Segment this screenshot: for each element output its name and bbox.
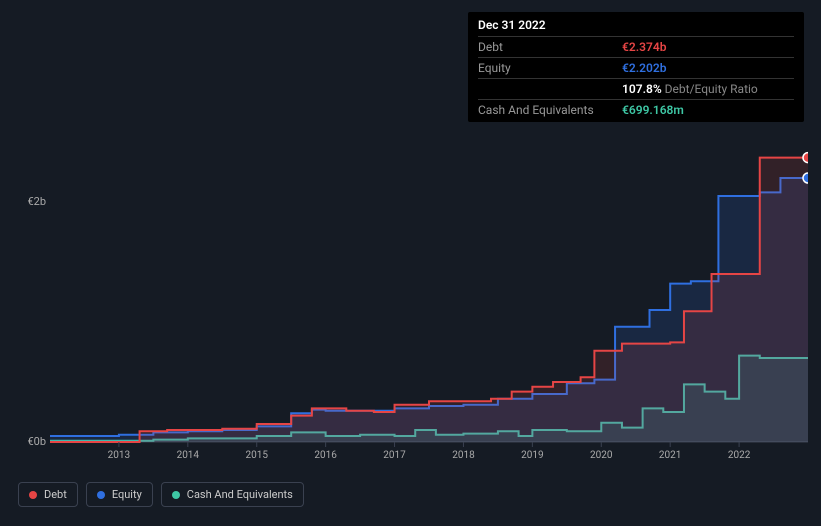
legend-label: Cash And Equivalents xyxy=(187,488,293,501)
tooltip-row-suffix: Debt/Equity Ratio xyxy=(662,82,758,96)
x-axis-label: 2015 xyxy=(245,450,267,461)
chart-area: €0b €2b 2013 2014 2015 2016 2017 2018 2019 2020 2… xyxy=(18,120,808,460)
y-axis-label: €0b xyxy=(16,435,46,448)
tooltip-row-value: €699.168m xyxy=(622,103,684,117)
tooltip-row: Debt €2.374b xyxy=(478,36,794,57)
x-axis-label: 2018 xyxy=(452,450,474,461)
tooltip-row-value: €2.202b xyxy=(622,61,666,75)
legend-dot xyxy=(172,491,180,499)
tooltip-row-label: Cash And Equivalents xyxy=(478,103,608,117)
legend-item-cash-and-equivalents[interactable]: Cash And Equivalents xyxy=(161,482,304,507)
tooltip-row-label xyxy=(478,82,608,96)
chart-tooltip: Dec 31 2022 Debt €2.374b Equity €2.202b 107.8… xyxy=(468,12,804,122)
x-axis-label: 2017 xyxy=(383,450,405,461)
tooltip-row-label: Equity xyxy=(478,61,608,75)
tooltip-row-label: Debt xyxy=(478,40,608,54)
x-axis-label: 2022 xyxy=(728,450,750,461)
legend-item-debt[interactable]: Debt xyxy=(18,482,78,507)
x-axis-label: 2021 xyxy=(659,450,681,461)
legend-label: Debt xyxy=(44,488,67,501)
tooltip-date: Dec 31 2022 xyxy=(478,18,794,36)
x-axis-label: 2016 xyxy=(314,450,336,461)
tooltip-row: Cash And Equivalents €699.168m xyxy=(478,99,794,120)
x-axis-label: 2019 xyxy=(521,450,543,461)
legend-dot xyxy=(97,491,105,499)
tooltip-row-value: 107.8% xyxy=(622,82,662,96)
legend-label: Equity xyxy=(112,488,142,501)
tooltip-row: Equity €2.202b xyxy=(478,57,794,78)
series-marker xyxy=(803,173,808,183)
x-axis-label: 2013 xyxy=(108,450,130,461)
legend-item-equity[interactable]: Equity xyxy=(86,482,153,507)
series-marker xyxy=(803,153,808,163)
y-axis-label: €2b xyxy=(16,195,46,208)
x-axis-label: 2020 xyxy=(590,450,612,461)
tooltip-row-value: €2.374b xyxy=(622,40,666,54)
tooltip-row: 107.8% Debt/Equity Ratio xyxy=(478,78,794,99)
x-axis-label: 2014 xyxy=(177,450,199,461)
legend: Debt Equity Cash And Equivalents xyxy=(18,482,304,507)
legend-dot xyxy=(29,491,37,499)
